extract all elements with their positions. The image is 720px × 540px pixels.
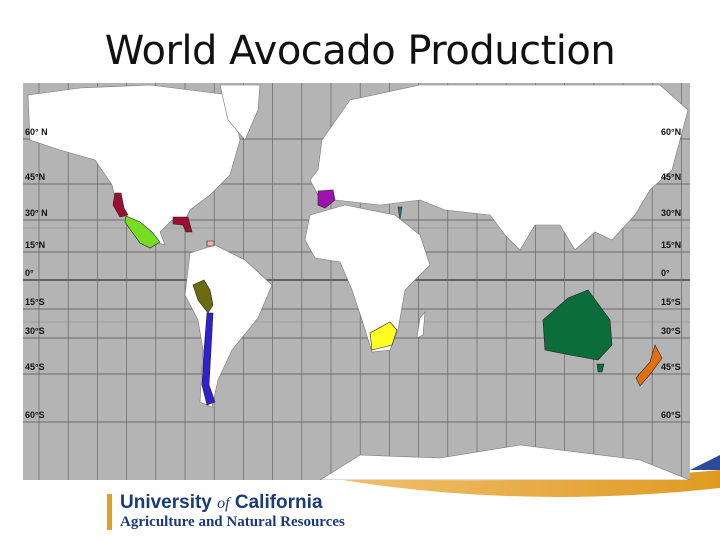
slide-title: World Avocado Production <box>104 28 616 74</box>
latitude-label: 60°S <box>661 410 681 420</box>
latitude-label: 45°N <box>661 172 682 182</box>
region-south-africa <box>369 321 398 351</box>
antarctica <box>319 444 690 480</box>
region-israel <box>397 206 403 220</box>
latitude-label: 30°S <box>25 326 45 336</box>
logo-division: Agriculture and Natural Resources <box>120 514 345 530</box>
latitude-label: 15°S <box>661 297 681 307</box>
region-peru <box>192 279 214 314</box>
latitude-label: 45°S <box>25 362 45 372</box>
latitude-label: 0° <box>661 268 670 278</box>
greenland <box>219 84 261 141</box>
region-australia <box>542 289 613 361</box>
region-spain <box>317 189 336 209</box>
decorative-swoosh <box>330 455 720 497</box>
latitude-label: 60° N <box>25 127 48 137</box>
latitude-label: 0° <box>25 268 34 278</box>
world-map <box>23 83 690 480</box>
region-mexico <box>124 215 161 249</box>
region-new-zealand <box>635 344 663 387</box>
region-tasmania <box>596 363 605 373</box>
latitude-label: 30° N <box>25 208 48 218</box>
region-florida <box>172 216 193 233</box>
madagascar <box>416 311 426 339</box>
region-chile <box>201 312 216 406</box>
latitude-label: 45°S <box>661 362 681 372</box>
logo-bar <box>107 494 112 530</box>
latitude-label: 30°S <box>661 326 681 336</box>
latitude-label: 60°S <box>25 410 45 420</box>
africa <box>304 204 431 353</box>
latitude-label: 45°N <box>25 172 46 182</box>
latitude-label: 60°N <box>661 127 682 137</box>
region-dominican-republic <box>206 240 215 247</box>
latitude-label: 15°S <box>25 297 45 307</box>
latitude-label: 30°N <box>661 208 682 218</box>
region-california <box>112 192 129 218</box>
latitude-label: 15°N <box>661 240 682 250</box>
logo-university: University of California <box>120 492 323 513</box>
latitude-label: 15°N <box>25 240 46 250</box>
